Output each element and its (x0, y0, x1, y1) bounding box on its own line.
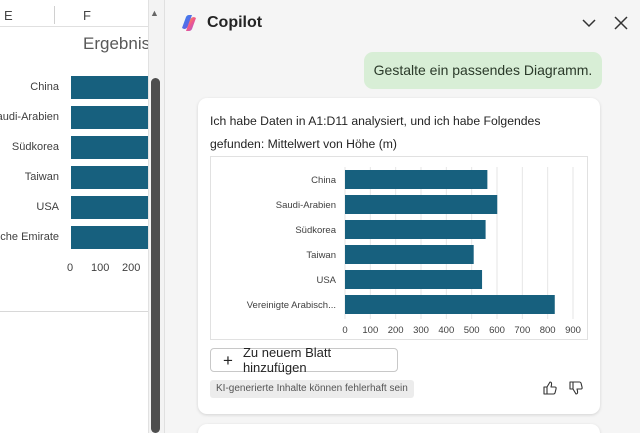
excel-chart-label-taiwan: Taiwan (24, 171, 59, 183)
thumbs-down-icon[interactable] (568, 380, 584, 396)
excel-chart-label-usa: USA (36, 201, 59, 213)
excel-chart-bar[interactable] (71, 106, 148, 129)
chart-bar (345, 270, 483, 289)
column-header-f[interactable]: F (83, 8, 91, 23)
copilot-pane: Copilot Gestalte ein passendes Diagramm.… (164, 0, 640, 433)
excel-chart-tick: 200 (122, 262, 141, 274)
excel-chart-bar[interactable] (71, 226, 148, 249)
copilot-title: Copilot (207, 14, 263, 31)
column-header-line (0, 26, 148, 27)
thumbs-up-icon[interactable] (542, 380, 558, 396)
excel-sheet-area: E F Ergebnis China audi-Arabien Südkorea… (0, 0, 148, 433)
excel-chart-label-south-korea: Südkorea (11, 141, 59, 153)
user-message-bubble: Gestalte ein passendes Diagramm. (364, 52, 602, 89)
column-header-e[interactable]: E (4, 8, 13, 23)
copilot-logo-icon (182, 15, 196, 31)
chart-tick-label: 600 (489, 325, 505, 336)
column-separator (54, 6, 55, 24)
excel-chart-title: Ergebnis (83, 34, 148, 53)
chart-preview[interactable]: China Saudi-Arabien Südkorea Taiwan USA Verei… (210, 156, 588, 340)
excel-chart-border (0, 311, 148, 312)
chart-tick-label: 900 (565, 325, 581, 336)
excel-chart-tick: 0 (67, 262, 74, 274)
chart-tick-label: 100 (362, 325, 378, 336)
chart-bar (345, 245, 474, 264)
excel-chart-label-china: China (30, 81, 59, 93)
plus-icon: + (223, 350, 233, 370)
excel-chart-bar[interactable] (71, 196, 148, 219)
excel-chart-label-uae: sche Emirate (0, 231, 59, 243)
chart-bar (345, 170, 488, 189)
chart-tick-label: 200 (388, 325, 404, 336)
excel-chart-tick: 100 (91, 262, 110, 274)
chart-bar (345, 295, 555, 314)
scrollbar-thumb[interactable] (151, 78, 160, 433)
excel-chart-label-saudi-arabia: audi-Arabien (0, 111, 59, 123)
add-to-new-sheet-button[interactable]: + Zu neuem Blatt hinzufügen (210, 345, 398, 375)
chart-category-label: Saudi-Arabien (276, 200, 336, 211)
close-icon[interactable] (614, 16, 628, 30)
chart-category-label: USA (316, 275, 336, 286)
next-response-card (198, 424, 600, 433)
copilot-response-card: Ich habe Daten in A1:D11 analysiert, und… (198, 98, 600, 414)
chart-tick-label: 700 (514, 325, 530, 336)
scroll-up-arrow-icon[interactable]: ▲ (150, 8, 159, 18)
response-text: Ich habe Daten in A1:D11 analysiert, und… (210, 114, 541, 151)
chevron-down-icon[interactable] (581, 15, 597, 31)
excel-chart-bar[interactable] (71, 166, 148, 189)
add-to-new-sheet-label: Zu neuem Blatt hinzufügen (242, 345, 332, 375)
chart-category-label: Südkorea (295, 225, 336, 236)
excel-chart-bar[interactable] (71, 76, 148, 99)
chart-category-label: Vereinigte Arabisch... (247, 300, 336, 311)
chart-bar (345, 195, 498, 214)
chart-tick-label: 400 (438, 325, 454, 336)
copilot-header: Copilot (165, 0, 640, 44)
chart-tick-label: 0 (342, 325, 347, 336)
chart-category-label: Taiwan (306, 250, 336, 261)
excel-chart-bar[interactable] (71, 136, 148, 159)
chart-tick-label: 500 (464, 325, 480, 336)
ai-disclaimer-badge: KI-generierte Inhalte können fehlerhaft … (210, 380, 414, 398)
chart-bar (345, 220, 486, 239)
bar-chart: China Saudi-Arabien Südkorea Taiwan USA Verei… (247, 167, 581, 336)
chart-tick-label: 800 (540, 325, 556, 336)
chart-category-label: China (311, 175, 337, 186)
chart-tick-label: 300 (413, 325, 429, 336)
